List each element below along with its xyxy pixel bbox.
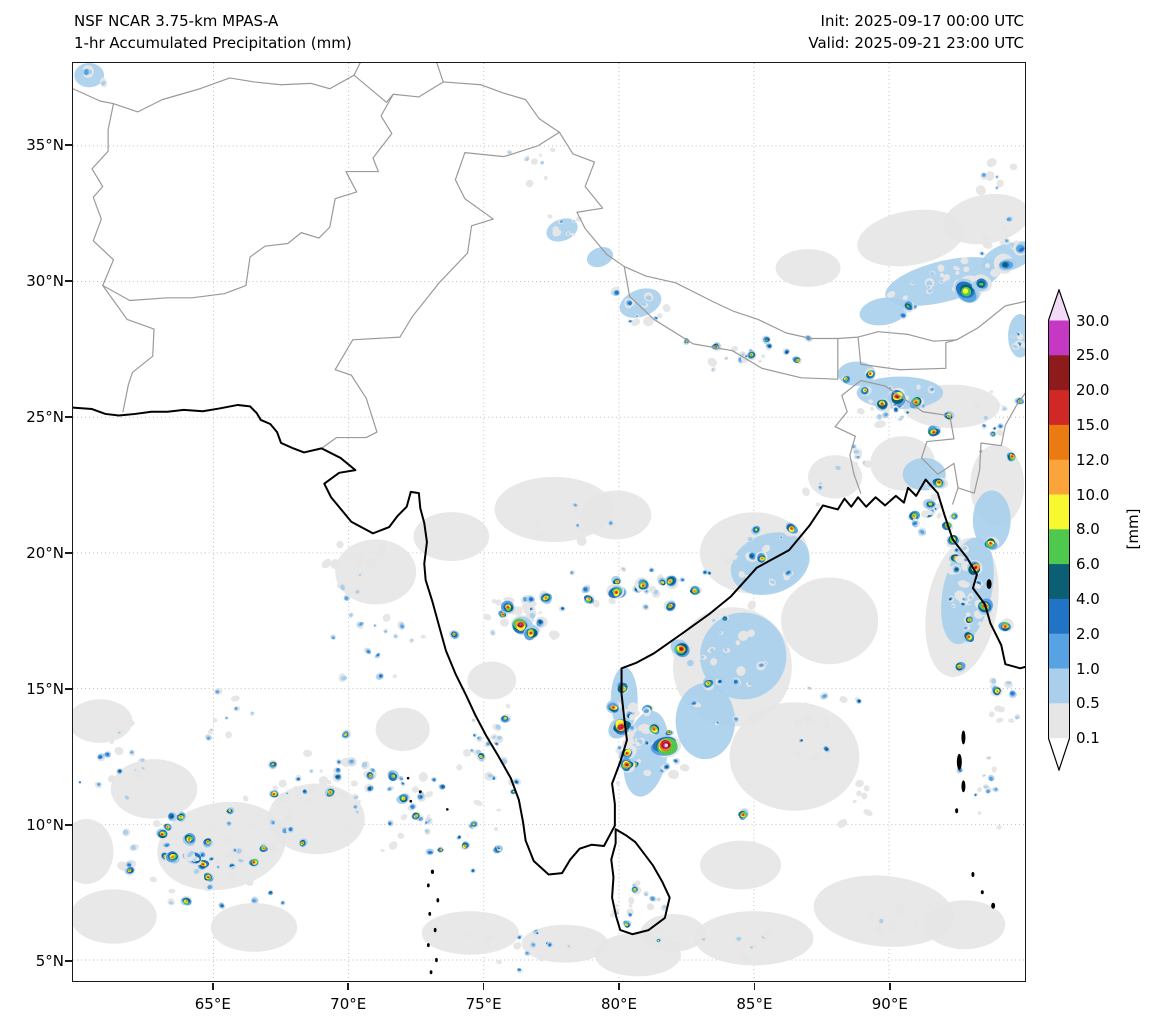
y-tick-mark [65,688,72,690]
y-tick-mark [65,960,72,962]
colorbar-tick-label: 30.0 [1076,311,1110,330]
y-tick-label: 15°N [26,679,64,698]
colorbar-tick-label: 4.0 [1076,589,1100,608]
map-svg [73,63,1025,981]
colorbar-tick-label: 12.0 [1076,450,1110,469]
plot-title-block: NSF NCAR 3.75-km MPAS-A 1-hr Accumulated… [74,10,352,54]
y-tick-mark [65,280,72,282]
y-tick-label: 30°N [26,271,64,290]
colorbar-tick-label: 10.0 [1076,485,1110,504]
y-tick-label: 10°N [26,815,64,834]
y-tick-label: 25°N [26,407,64,426]
y-tick-mark [65,416,72,418]
x-tick-mark [212,983,214,990]
colorbar-tick-label: 8.0 [1076,520,1100,539]
y-tick-mark [65,144,72,146]
x-tick-mark [347,983,349,990]
map-area [72,62,1026,982]
colorbar-tick-label: 15.0 [1076,415,1110,434]
init-time: Init: 2025-09-17 00:00 UTC [820,12,1024,30]
colorbar-tick-label: 20.0 [1076,381,1110,400]
colorbar-unit-label: [mm] [1124,508,1142,550]
valid-time: Valid: 2025-09-21 23:00 UTC [808,34,1024,52]
y-tick-label: 5°N [35,951,64,970]
x-tick-label: 65°E [194,995,231,1013]
x-tick-label: 80°E [600,995,638,1013]
colorbar-tick-label: 0.5 [1076,694,1100,713]
product-title: 1-hr Accumulated Precipitation (mm) [74,34,352,52]
x-tick-label: 90°E [871,995,908,1013]
colorbar-tick-label: 25.0 [1076,346,1110,365]
colorbar-tick-label: 1.0 [1076,659,1100,678]
x-tick-label: 85°E [736,995,773,1013]
y-tick-mark [65,552,72,554]
colorbar-tick-label: 6.0 [1076,555,1100,574]
x-tick-mark [482,983,485,990]
y-tick-mark [65,824,72,826]
y-tick-label: 35°N [26,135,64,154]
colorbar-tick-label: 0.1 [1076,729,1100,748]
x-tick-label: 75°E [465,995,502,1013]
y-tick-label: 20°N [26,543,64,562]
colorbar-tick-label: 2.0 [1076,624,1100,643]
x-tick-label: 70°E [330,995,367,1013]
x-tick-mark [618,983,620,990]
colorbar [1047,287,1071,772]
model-title: NSF NCAR 3.75-km MPAS-A [74,12,279,30]
x-tick-mark [753,983,756,990]
time-info-block: Init: 2025-09-17 00:00 UTC Valid: 2025-0… [626,10,1024,54]
x-tick-mark [889,983,891,990]
